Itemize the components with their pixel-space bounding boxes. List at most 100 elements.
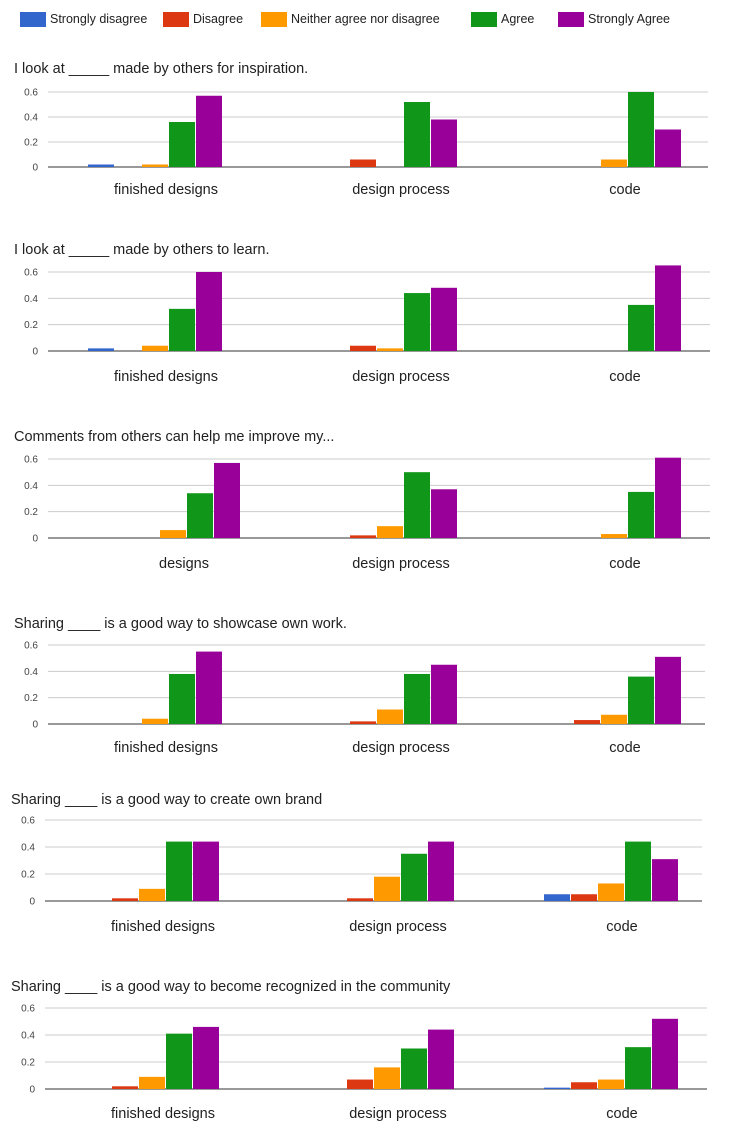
bar [142, 718, 168, 724]
bar [428, 1029, 454, 1089]
bar [196, 95, 222, 167]
bar [193, 1026, 219, 1089]
x-category-label: code [606, 919, 637, 935]
legend-label: Strongly disagree [50, 12, 148, 26]
legend-label: Neither agree nor disagree [291, 12, 440, 26]
bar-chart-panel: Sharing ____ is a good way to showcase o… [14, 616, 705, 756]
bar [374, 1067, 400, 1089]
y-tick-label: 0.6 [24, 268, 38, 279]
legend-swatch [163, 12, 189, 27]
bar [431, 287, 457, 351]
bar [193, 841, 219, 901]
legend-swatch [261, 12, 287, 27]
legend-label: Strongly Agree [588, 12, 670, 26]
bar [112, 898, 138, 901]
bar-chart-panel: Sharing ____ is a good way to become rec… [11, 979, 707, 1122]
y-tick-label: 0.4 [21, 1031, 35, 1042]
bar [428, 841, 454, 901]
bar [652, 859, 678, 901]
legend-label: Agree [501, 12, 535, 26]
bar [544, 894, 570, 901]
legend-swatch [471, 12, 497, 27]
bar [628, 676, 654, 724]
y-tick-label: 0.4 [24, 481, 38, 492]
legend-label: Disagree [193, 12, 244, 26]
y-tick-label: 0.2 [24, 138, 38, 149]
bar-chart-panel: I look at _____ made by others for inspi… [14, 61, 708, 198]
bar [169, 122, 195, 167]
bar [350, 535, 376, 538]
bar [655, 656, 681, 724]
chart-title: Sharing ____ is a good way to showcase o… [14, 616, 347, 632]
bar [166, 1033, 192, 1089]
bar [347, 898, 373, 901]
bar-chart-panel: Sharing ____ is a good way to create own… [11, 792, 702, 935]
bar [142, 345, 168, 351]
bar [431, 119, 457, 167]
bar-chart-panel: I look at _____ made by others to learn.… [14, 242, 710, 385]
bar [574, 720, 600, 724]
legend-swatch [20, 12, 46, 27]
x-category-label: design process [352, 556, 450, 572]
bar [655, 129, 681, 167]
bar [160, 530, 186, 538]
y-tick-label: 0.4 [24, 667, 38, 678]
x-category-label: design process [352, 740, 450, 756]
bar [601, 159, 627, 167]
bar [571, 1082, 597, 1089]
bar [350, 721, 376, 724]
chart-title: I look at _____ made by others to learn. [14, 242, 270, 258]
bar [139, 1076, 165, 1089]
bar [187, 493, 213, 538]
y-tick-label: 0 [32, 534, 38, 545]
bar [404, 102, 430, 167]
bar [88, 164, 114, 167]
bar [601, 534, 627, 538]
bar [625, 1047, 651, 1089]
x-category-label: code [606, 1106, 637, 1122]
bar [652, 1018, 678, 1089]
x-category-label: code [609, 182, 640, 198]
bar [166, 841, 192, 901]
y-tick-label: 0.6 [24, 88, 38, 99]
bar [169, 308, 195, 351]
bar [404, 293, 430, 351]
bar [139, 888, 165, 901]
bar [169, 673, 195, 724]
bar [112, 1086, 138, 1089]
x-category-label: design process [349, 919, 447, 935]
bar [625, 841, 651, 901]
bar [655, 457, 681, 538]
bar-chart-panel: Comments from others can help me improve… [14, 429, 710, 572]
x-category-label: design process [352, 369, 450, 385]
bar [377, 526, 403, 538]
chart-title: Comments from others can help me improve… [14, 429, 334, 445]
bar [601, 714, 627, 724]
x-category-label: design process [352, 182, 450, 198]
chart-title: Sharing ____ is a good way to become rec… [11, 979, 451, 995]
y-tick-label: 0.2 [21, 1058, 35, 1069]
y-tick-label: 0 [32, 720, 38, 731]
y-tick-label: 0.6 [24, 641, 38, 652]
bar [377, 709, 403, 724]
bar [214, 462, 240, 538]
bar [628, 491, 654, 538]
bar [350, 159, 376, 167]
bar [196, 651, 222, 724]
bar [142, 164, 168, 167]
x-category-label: code [609, 556, 640, 572]
y-tick-label: 0.2 [21, 870, 35, 881]
x-category-label: finished designs [114, 740, 218, 756]
bar [350, 345, 376, 351]
bar [598, 1079, 624, 1089]
y-tick-label: 0.2 [24, 320, 38, 331]
y-tick-label: 0 [29, 897, 35, 908]
x-category-label: finished designs [111, 919, 215, 935]
bar [431, 664, 457, 724]
y-tick-label: 0 [29, 1085, 35, 1096]
y-tick-label: 0.6 [21, 1004, 35, 1015]
x-category-label: finished designs [114, 182, 218, 198]
bar [401, 1048, 427, 1089]
y-tick-label: 0.6 [21, 816, 35, 827]
x-category-label: code [609, 740, 640, 756]
